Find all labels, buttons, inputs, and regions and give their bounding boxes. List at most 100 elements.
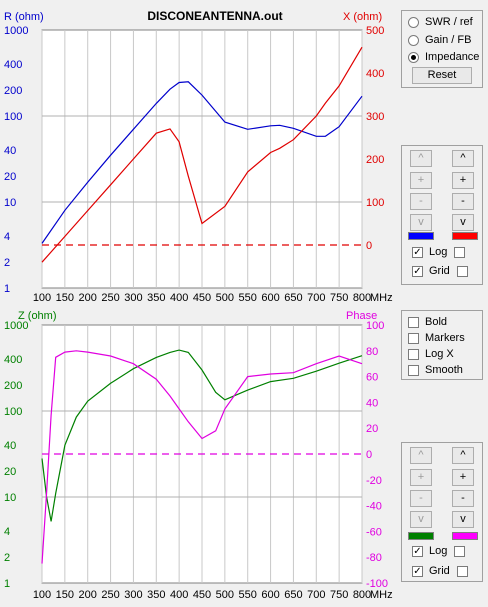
top-log-right-checkbox[interactable] [454, 246, 466, 258]
top-x-unit: MHz [370, 292, 393, 304]
bottom-left-tick-label: 10 [4, 492, 16, 504]
option-log-x[interactable]: Log X [408, 346, 454, 362]
top-x-tick-label: 750 [330, 292, 348, 304]
bottom-x-tick-label: 100 [33, 589, 51, 601]
top-right-color-swatch[interactable] [452, 232, 478, 240]
top-x-tick-label: 200 [79, 292, 97, 304]
top-right-axis-label: X (ohm) [343, 11, 382, 23]
top-right-tick-label: 300 [366, 111, 384, 123]
top-log-left-checkbox[interactable]: ✓ [412, 246, 423, 258]
top-right-tick-label: 0 [366, 240, 372, 252]
top-right-minus-button[interactable]: - [452, 193, 474, 210]
bottom-grid-row[interactable]: ✓ Grid [412, 563, 474, 579]
bottom-x-unit: MHz [370, 589, 393, 601]
option-bold-label: Bold [425, 316, 448, 328]
top-right-down-button[interactable]: v [452, 214, 474, 231]
bottom-x-tick-label: 750 [330, 589, 348, 601]
top-left-up-button[interactable]: ^ [410, 150, 432, 167]
top-left-minus-button[interactable]: - [410, 193, 432, 210]
bottom-left-tick-label: 40 [4, 440, 16, 452]
top-x-tick-label: 350 [147, 292, 165, 304]
radio-gain-label: Gain / FB [425, 34, 472, 46]
top-left-tick-label: 400 [4, 59, 22, 71]
top-grid-left-checkbox[interactable]: ✓ [412, 265, 423, 277]
bottom-left-up-button[interactable]: ^ [410, 447, 432, 464]
bottom-left-plus-button[interactable]: + [410, 469, 432, 486]
bottom-left-ticks: 1000 400 200 100 40 20 10 4 2 1 [4, 320, 28, 590]
bottom-grid-left-checkbox[interactable]: ✓ [412, 565, 423, 577]
top-right-tick-label: 200 [366, 154, 384, 166]
bottom-right-tick-label: 60 [366, 372, 378, 384]
top-grid-row[interactable]: ✓ Grid [412, 263, 474, 279]
option-markers-checkbox[interactable] [408, 332, 419, 344]
option-smooth[interactable]: Smooth [408, 362, 463, 378]
bottom-left-color-swatch[interactable] [408, 532, 434, 540]
bottom-right-ticks: 100 80 60 40 20 0 -20 -40 -60 -80 -100 [366, 320, 388, 590]
top-left-plus-button[interactable]: + [410, 172, 432, 189]
top-left-axis-label: R (ohm) [4, 11, 44, 23]
top-x-tick-label: 450 [193, 292, 211, 304]
bottom-series [41, 349, 363, 564]
bottom-x-tick-label: 250 [101, 589, 119, 601]
bottom-left-tick-label: 200 [4, 380, 22, 392]
option-markers-label: Markers [425, 332, 465, 344]
option-smooth-checkbox[interactable] [408, 364, 419, 376]
bottom-grid-right-checkbox[interactable] [456, 565, 468, 577]
bottom-x-tick-label: 550 [239, 589, 257, 601]
impedance-charts: DISCONEANTENNA.out R (ohm) X (ohm) 10004… [4, 9, 393, 601]
bottom-left-tick-label: 400 [4, 354, 22, 366]
top-scale-panel: ^ ^ + + - - v v ✓ Log ✓ Grid [401, 145, 483, 285]
bottom-right-tick-label: 80 [366, 346, 378, 358]
bottom-x-tick-label: 500 [216, 589, 234, 601]
radio-impedance[interactable]: Impedance [408, 49, 479, 65]
radio-impedance-label: Impedance [425, 51, 480, 63]
radio-gain[interactable]: Gain / FB [408, 32, 471, 48]
top-left-tick-label: 4 [4, 231, 10, 243]
option-log-x-label: Log X [425, 348, 454, 360]
option-bold[interactable]: Bold [408, 314, 447, 330]
reset-button[interactable]: Reset [412, 67, 472, 84]
top-log-row[interactable]: ✓ Log [412, 244, 471, 260]
top-x-tick-label: 300 [124, 292, 142, 304]
bottom-left-down-button[interactable]: v [410, 511, 432, 528]
top-x-ticks: 100 150 200 250 300 350 400 450 500 550 600 650 700 7… [33, 292, 371, 304]
bottom-log-label: Log [429, 545, 448, 557]
mode-panel: SWR / ref Gain / FB Impedance Reset [401, 10, 483, 88]
option-bold-checkbox[interactable] [408, 316, 419, 328]
top-right-tick-label: 500 [366, 25, 384, 37]
options-panel: Bold Markers Log X Smooth [401, 310, 483, 380]
option-markers[interactable]: Markers [408, 330, 465, 346]
option-log-x-checkbox[interactable] [408, 348, 419, 360]
top-x-tick-label: 500 [216, 292, 234, 304]
top-series [41, 46, 363, 263]
top-left-down-button[interactable]: v [410, 214, 432, 231]
bottom-right-tick-label: 20 [366, 423, 378, 435]
chart-title: DISCONEANTENNA.out [147, 9, 282, 23]
top-left-color-swatch[interactable] [408, 232, 434, 240]
bottom-x-tick-label: 200 [79, 589, 97, 601]
bottom-left-tick-label: 1000 [4, 320, 28, 332]
bottom-x-tick-label: 800 [353, 589, 371, 601]
bottom-log-left-checkbox[interactable]: ✓ [412, 545, 423, 557]
top-right-plus-button[interactable]: + [452, 172, 474, 189]
bottom-right-plus-button[interactable]: + [452, 469, 474, 486]
bottom-log-row[interactable]: ✓ Log [412, 543, 471, 559]
bottom-right-tick-label: 40 [366, 397, 378, 409]
top-left-tick-label: 10 [4, 197, 16, 209]
radio-swr-button[interactable] [408, 16, 419, 28]
radio-gain-button[interactable] [408, 34, 419, 46]
bottom-right-up-button[interactable]: ^ [452, 447, 474, 464]
top-series-left [41, 81, 363, 244]
bottom-right-minus-button[interactable]: - [452, 490, 474, 507]
bottom-right-color-swatch[interactable] [452, 532, 478, 540]
radio-swr[interactable]: SWR / ref [408, 14, 473, 30]
bottom-left-tick-label: 20 [4, 466, 16, 478]
radio-impedance-button[interactable] [408, 51, 419, 63]
bottom-left-axis-label: Z (ohm) [18, 310, 57, 322]
top-grid-right-checkbox[interactable] [456, 265, 468, 277]
top-x-tick-label: 650 [284, 292, 302, 304]
bottom-right-down-button[interactable]: v [452, 511, 474, 528]
bottom-left-minus-button[interactable]: - [410, 490, 432, 507]
bottom-log-right-checkbox[interactable] [454, 545, 466, 557]
top-right-up-button[interactable]: ^ [452, 150, 474, 167]
